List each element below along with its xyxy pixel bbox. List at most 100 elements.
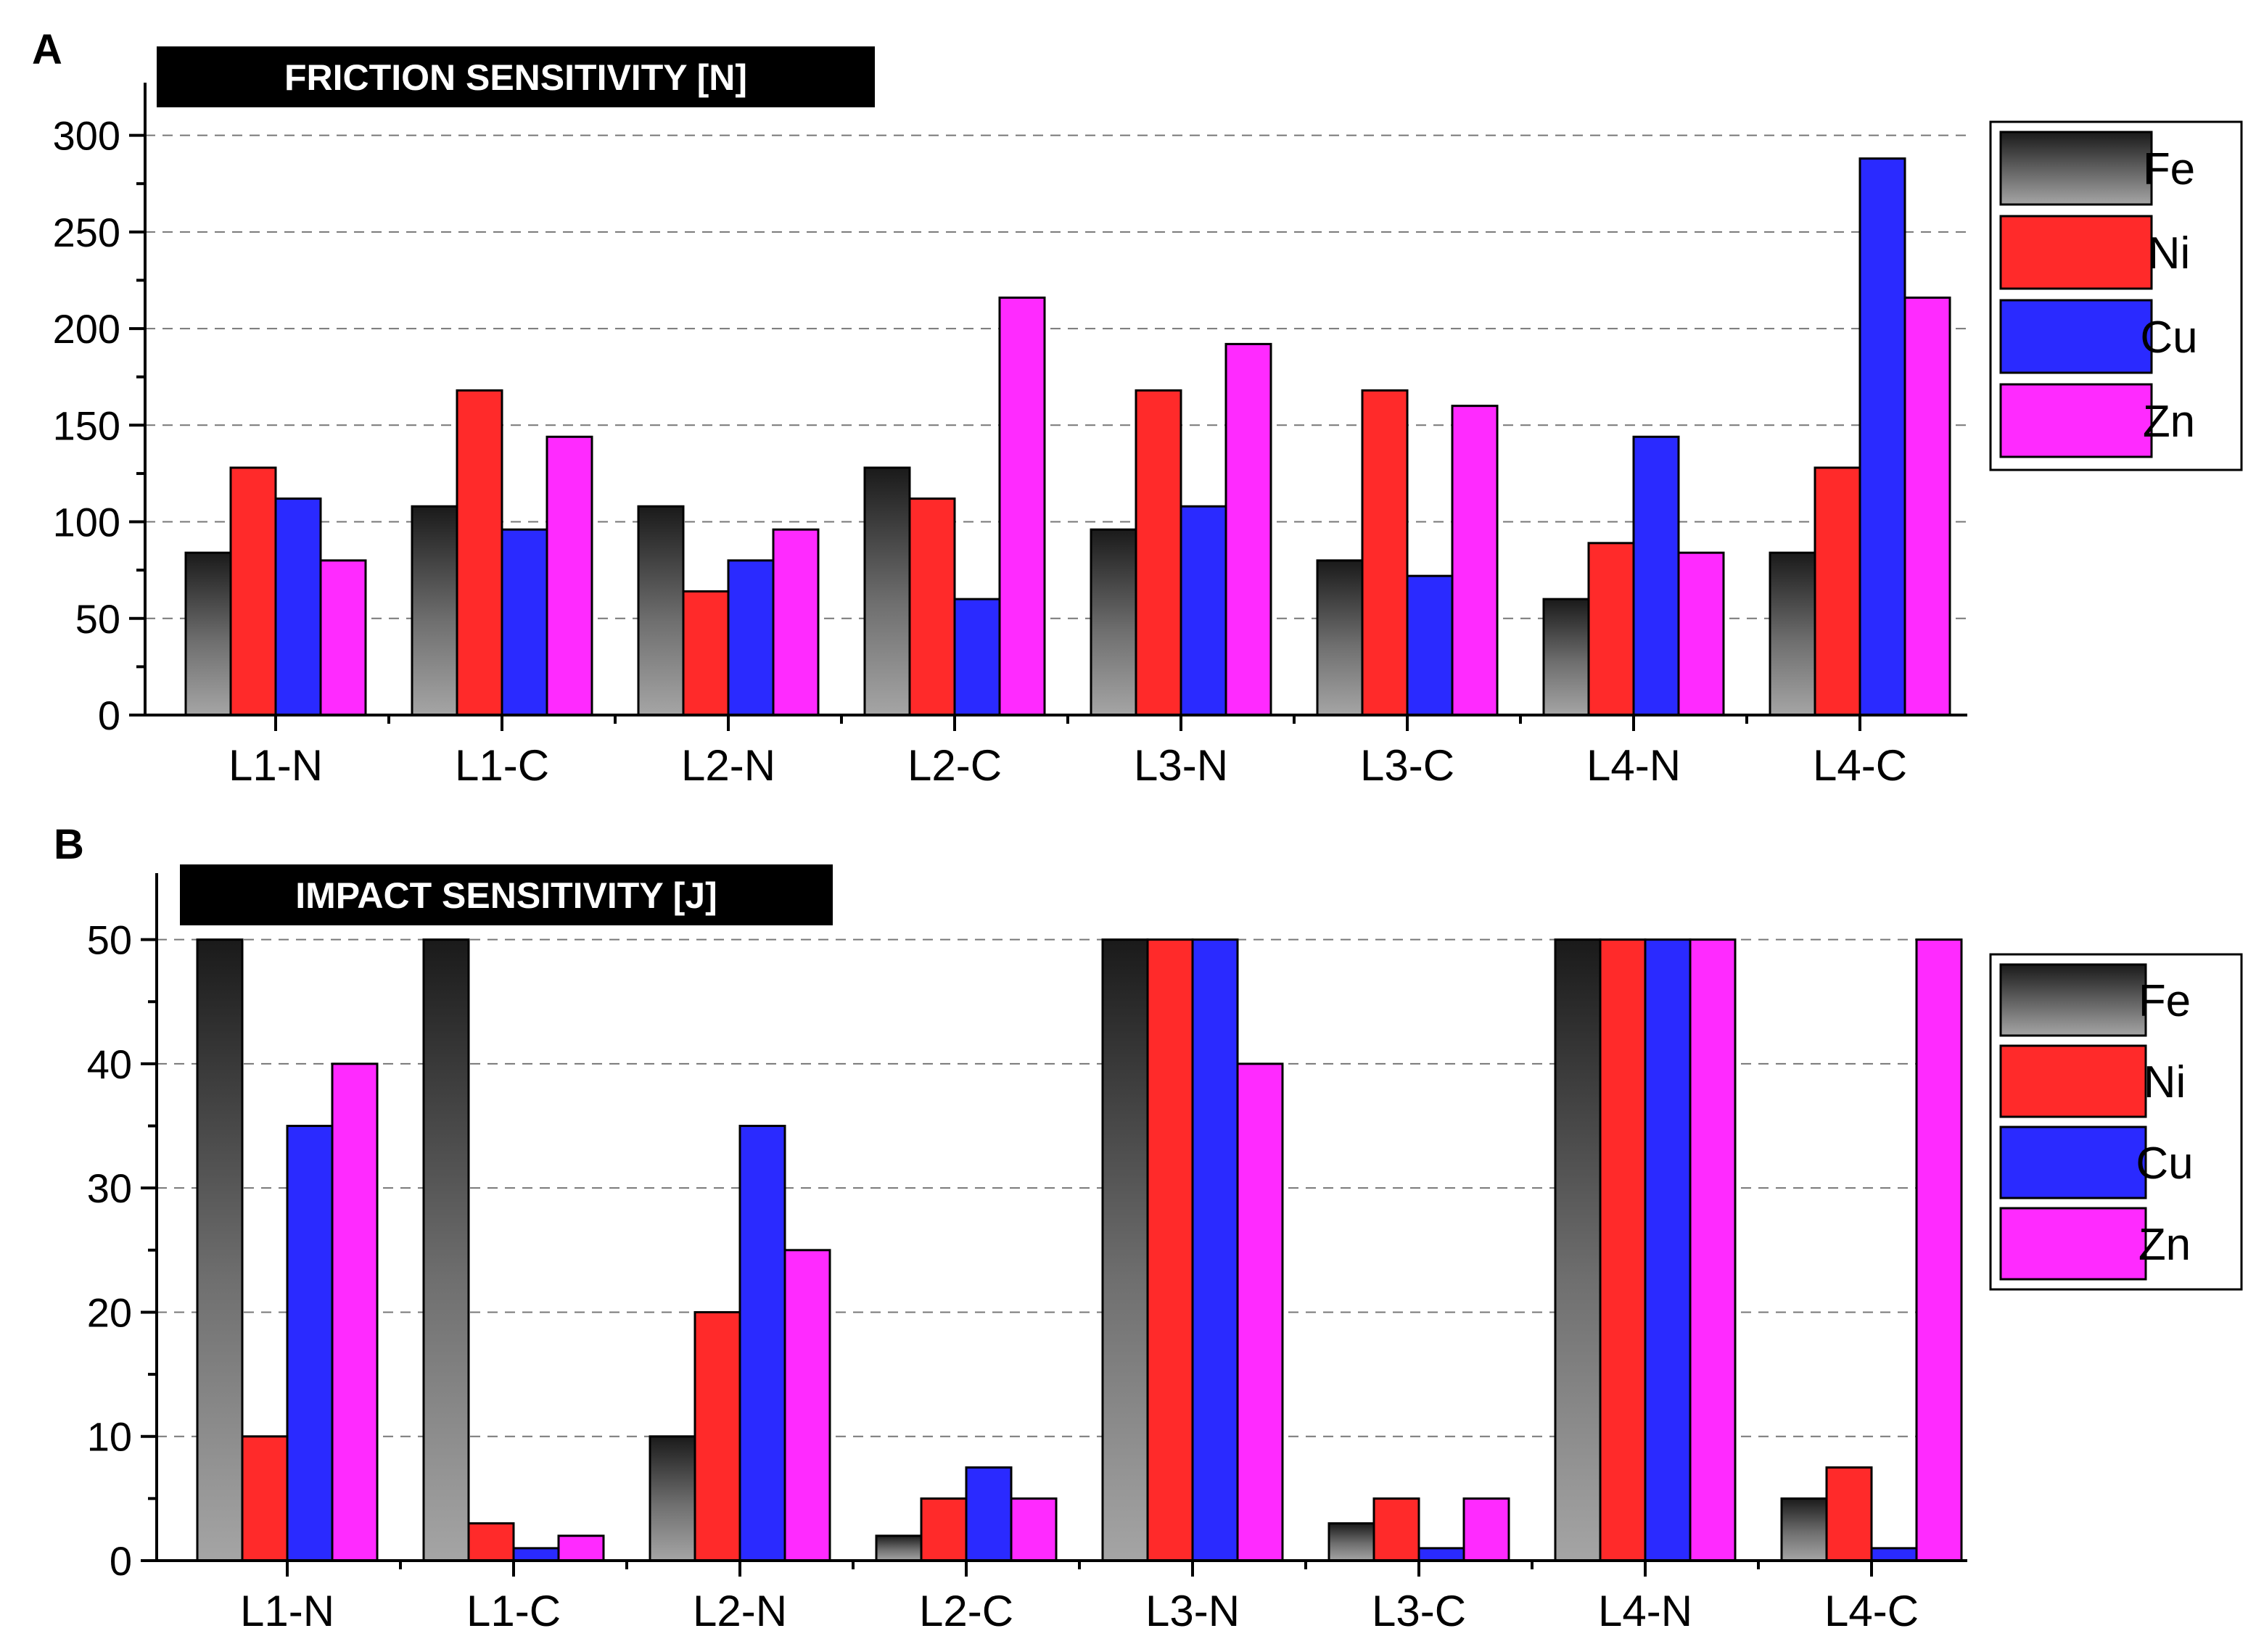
friction-xtick-label: L3-N bbox=[1134, 741, 1228, 790]
friction-legend-swatch-ni bbox=[1999, 215, 2153, 290]
friction-bar-zn-l1-n bbox=[319, 559, 367, 716]
friction-bar-ni-l3-n bbox=[1135, 389, 1182, 716]
impact-ytick-label: 30 bbox=[87, 1165, 132, 1211]
impact-bar-fe-l1-n bbox=[196, 938, 244, 1562]
friction-xtick-label: L1-N bbox=[229, 741, 323, 790]
impact-bar-fe-l3-c bbox=[1327, 1522, 1375, 1562]
friction-bar-cu-l4-n bbox=[1632, 435, 1680, 716]
friction-legend-label-fe: Fe bbox=[2143, 144, 2195, 194]
impact-title-background bbox=[180, 864, 833, 925]
impact-bar-zn-l1-n bbox=[331, 1062, 379, 1562]
friction-bar-cu-l1-n bbox=[274, 497, 322, 716]
friction-bar-zn-l4-n bbox=[1677, 551, 1725, 716]
impact-ytick-label: 10 bbox=[87, 1414, 132, 1460]
impact-bar-cu-l2-c bbox=[965, 1466, 1013, 1562]
impact-bar-cu-l1-c bbox=[512, 1547, 560, 1562]
friction-bar-fe-l2-n bbox=[637, 505, 685, 716]
friction-bar-fe-l1-c bbox=[411, 505, 458, 716]
friction-legend-label-ni: Ni bbox=[2148, 228, 2191, 278]
friction-bar-fe-l1-n bbox=[184, 551, 232, 716]
friction-title-banner: FRICTION SENSITIVITY [N] bbox=[157, 46, 875, 107]
impact-bar-cu-l4-n bbox=[1644, 938, 1692, 1562]
friction-xtick-label: L3-C bbox=[1360, 741, 1454, 790]
friction-bar-fe-l3-c bbox=[1316, 559, 1364, 716]
friction-xtick-label: L2-C bbox=[907, 741, 1002, 790]
impact-bar-fe-l3-n bbox=[1101, 938, 1149, 1562]
impact-bar-zn-l2-c bbox=[1010, 1497, 1058, 1562]
impact-bar-ni-l2-c bbox=[920, 1497, 968, 1562]
friction-ytick-label: 150 bbox=[53, 402, 120, 448]
impact-legend-swatch-zn bbox=[1999, 1207, 2147, 1281]
friction-ytick-label: 50 bbox=[75, 596, 120, 642]
friction-title-background bbox=[157, 46, 875, 107]
impact-axes: 0 10 20 30 40 50 L1-N L1-C L2-N L2-C L3-N L3-C L4-N L… bbox=[87, 873, 1967, 1635]
friction-bar-ni-l2-n bbox=[682, 590, 730, 716]
impact-xtick-label: L1-N bbox=[240, 1587, 334, 1635]
impact-legend-swatch-ni bbox=[1999, 1044, 2147, 1118]
impact-ytick-label: 40 bbox=[87, 1041, 132, 1087]
impact-bar-ni-l1-c bbox=[467, 1522, 515, 1562]
impact-bar-cu-l2-n bbox=[738, 1125, 786, 1562]
friction-bar-cu-l2-c bbox=[953, 598, 1001, 716]
impact-bar-ni-l3-c bbox=[1372, 1497, 1420, 1562]
impact-bar-cu-l3-n bbox=[1191, 938, 1239, 1562]
friction-legend-swatch-zn bbox=[1999, 383, 2153, 458]
friction-bar-fe-l2-c bbox=[863, 466, 911, 716]
impact-ytick-label: 50 bbox=[87, 917, 132, 963]
impact-bar-cu-l3-c bbox=[1417, 1547, 1465, 1562]
impact-bar-ni-l4-c bbox=[1825, 1466, 1873, 1562]
friction-xtick-label: L4-N bbox=[1586, 741, 1681, 790]
impact-legend: Fe Ni Cu Zn bbox=[1989, 953, 2243, 1291]
impact-xtick-label: L2-N bbox=[693, 1587, 787, 1635]
impact-xtick-label: L1-C bbox=[466, 1587, 561, 1635]
friction-bar-fe-l4-c bbox=[1769, 551, 1816, 716]
friction-bar-cu-l2-n bbox=[727, 559, 775, 716]
friction-bars bbox=[184, 157, 1951, 716]
friction-bar-fe-l4-n bbox=[1542, 598, 1590, 716]
impact-xtick-label: L4-N bbox=[1598, 1587, 1692, 1635]
impact-bar-fe-l1-c bbox=[422, 938, 470, 1562]
impact-bars bbox=[196, 938, 1963, 1562]
impact-xtick-label: L2-C bbox=[919, 1587, 1013, 1635]
impact-legend-swatch-fe bbox=[1999, 963, 2147, 1037]
friction-bar-zn-l4-c bbox=[1903, 296, 1951, 716]
impact-xtick-label: L4-C bbox=[1824, 1587, 1919, 1635]
friction-bar-ni-l4-n bbox=[1587, 542, 1635, 716]
friction-ytick-label: 0 bbox=[98, 693, 120, 738]
impact-legend-label-fe: Fe bbox=[2138, 976, 2191, 1026]
friction-bar-cu-l1-c bbox=[501, 528, 548, 716]
friction-xtick-label: L4-C bbox=[1813, 741, 1907, 790]
impact-title: IMPACT SENSITIVITY [J] bbox=[295, 875, 717, 916]
impact-bar-ni-l2-n bbox=[693, 1310, 741, 1562]
friction-legend-label-zn: Zn bbox=[2143, 397, 2195, 447]
impact-bar-fe-l2-n bbox=[649, 1435, 696, 1562]
impact-xtick-label: L3-C bbox=[1372, 1587, 1466, 1635]
friction-bar-ni-l1-n bbox=[229, 466, 277, 716]
impact-ytick-label: 0 bbox=[110, 1538, 132, 1584]
friction-ytick-label: 200 bbox=[53, 306, 120, 352]
friction-bar-zn-l3-n bbox=[1224, 342, 1272, 716]
friction-bar-ni-l3-c bbox=[1361, 389, 1409, 716]
friction-bar-cu-l3-n bbox=[1180, 505, 1227, 716]
friction-xtick-label: L2-N bbox=[681, 741, 775, 790]
impact-bar-fe-l4-n bbox=[1554, 938, 1602, 1562]
impact-xtick-label: L3-N bbox=[1145, 1587, 1240, 1635]
impact-bar-cu-l4-c bbox=[1870, 1547, 1918, 1562]
impact-bar-zn-l2-n bbox=[783, 1249, 831, 1562]
friction-ytick-label: 300 bbox=[53, 113, 120, 159]
friction-legend-swatch-cu bbox=[1999, 299, 2153, 374]
impact-bar-fe-l4-c bbox=[1780, 1497, 1828, 1562]
impact-bar-ni-l1-n bbox=[241, 1435, 289, 1562]
friction-ytick-label: 250 bbox=[53, 210, 120, 255]
impact-bar-ni-l3-n bbox=[1146, 938, 1194, 1562]
impact-bar-cu-l1-n bbox=[286, 1125, 334, 1562]
friction-bar-fe-l3-n bbox=[1090, 528, 1137, 716]
friction-title: FRICTION SENSITIVITY [N] bbox=[284, 57, 747, 98]
friction-chart: A FRICTION SENSITIVITY [N] 0 50 100 150 200 2… bbox=[32, 26, 2243, 790]
friction-ytick-label: 100 bbox=[53, 500, 120, 545]
friction-axes: 0 50 100 150 200 250 300 L1-N L1-C L2-N L2-C L3-N L3… bbox=[53, 83, 1967, 790]
impact-bar-fe-l2-c bbox=[875, 1535, 923, 1562]
friction-xtick-label: L1-C bbox=[455, 741, 549, 790]
friction-legend-swatch-fe bbox=[1999, 131, 2153, 206]
